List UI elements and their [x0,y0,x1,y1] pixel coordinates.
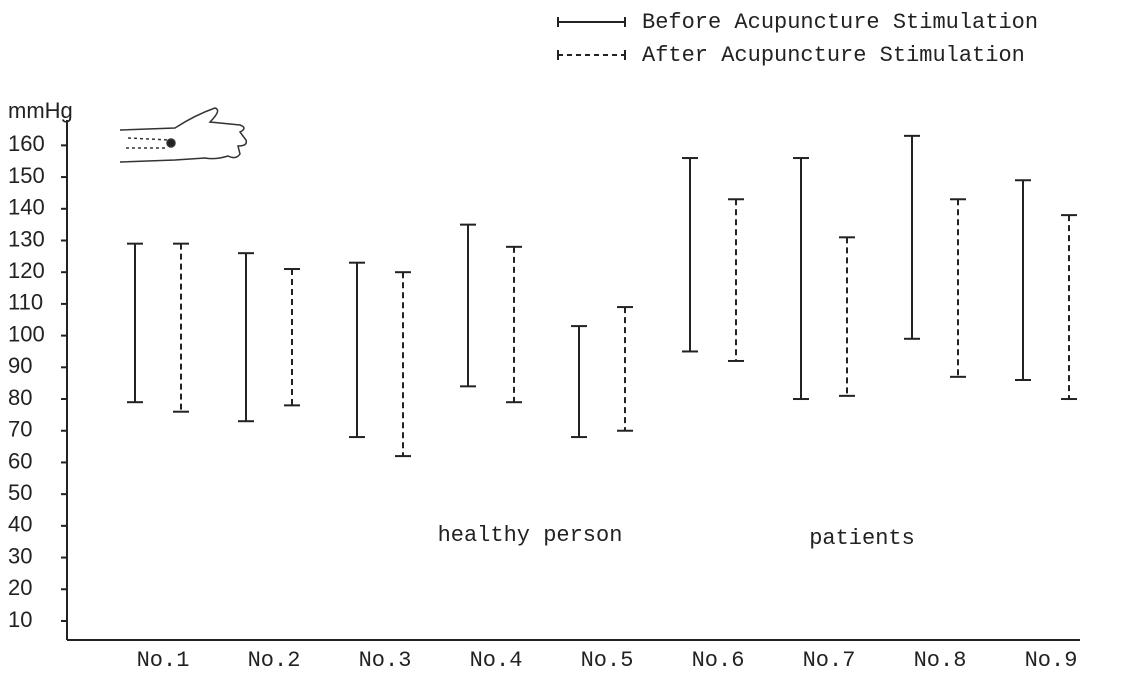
legend-label: After Acupuncture Stimulation [642,43,1025,68]
y-tick-label: 80 [8,385,32,410]
chart: mmHg healthy person patients 10 20 30 40 50 6… [0,0,1126,677]
x-tick-label: No.2 [248,648,301,673]
y-tick-label: 50 [8,480,32,505]
y-tick-label: 60 [8,448,32,473]
y-tick-label: 100 [8,321,45,346]
x-tick-label: No.4 [470,648,523,673]
y-tick-label: 10 [8,607,32,632]
hand-icon [120,108,246,162]
annotation: healthy person [438,523,623,548]
y-tick-label: 90 [8,353,32,378]
y-tick-label: 120 [8,258,45,283]
x-tick-label: No.3 [359,648,412,673]
y-tick-label: 40 [8,512,32,537]
y-tick-label: 130 [8,226,45,251]
x-tick-label: No.5 [581,648,634,673]
x-tick-label: No.8 [914,648,967,673]
annotation: patients [809,526,915,551]
legend-label: Before Acupuncture Stimulation [642,10,1038,35]
x-tick-label: No.7 [803,648,856,673]
y-tick-label: 20 [8,575,32,600]
y-tick-label: 160 [8,131,45,156]
y-tick-label: 150 [8,163,45,188]
x-tick-label: No.9 [1025,648,1078,673]
y-tick-label: 30 [8,543,32,568]
x-tick-label: No.6 [692,648,745,673]
y-tick-label: 70 [8,417,32,442]
y-axis-label: mmHg [8,98,73,123]
y-tick-label: 140 [8,195,45,220]
y-tick-label: 110 [8,290,43,315]
x-tick-label: No.1 [137,648,190,673]
